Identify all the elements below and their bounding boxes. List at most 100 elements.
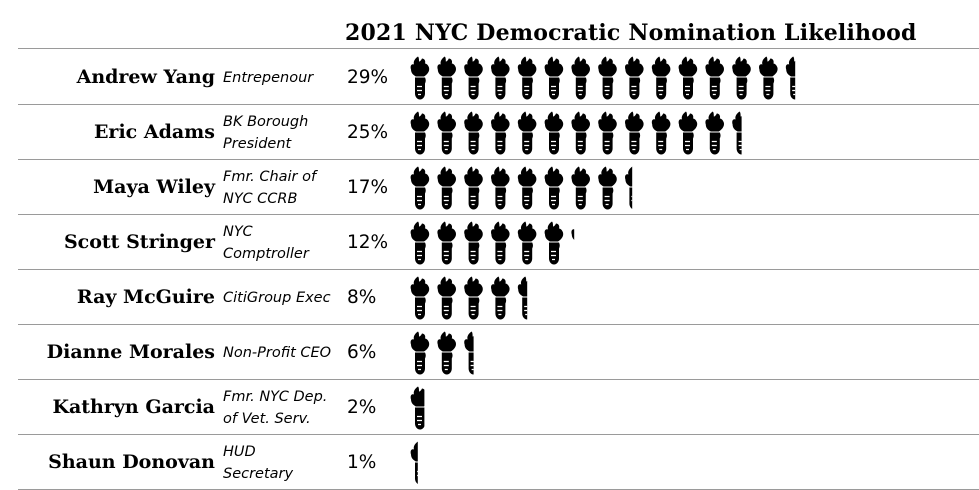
candidate-role-line: President [223,135,292,152]
candidate-row: Shaun Donovan HUD Secretary 1% [0,435,979,490]
candidate-role: NYC Comptroller [223,215,341,270]
raised-fist-icon [517,221,537,265]
candidate-name: Eric Adams [93,121,215,143]
row-divider [18,434,979,435]
row-divider [18,379,979,380]
candidate-role-line: Fmr. NYC Dep. [223,388,328,405]
raised-fist-icon [544,221,564,265]
row-divider [18,159,979,160]
raised-fist-icon [651,56,671,100]
candidate-name: Dianne Morales [46,341,215,363]
raised-fist-icon [464,331,474,375]
raised-fist-icon [571,56,590,100]
raised-fist-icon [437,276,456,320]
raised-fist-icon [625,56,644,100]
candidate-role-line: of Vet. Serv. [223,410,311,427]
icon-bar [410,441,418,484]
raised-fist-icon [464,276,483,320]
raised-fist-icon [410,331,430,375]
raised-fist-icon [598,166,617,210]
row-divider [18,214,979,215]
candidate-row: Ray McGuire CitiGroup Exec 8% [0,270,979,325]
value-label: 6% [347,342,377,363]
raised-fist-icon [732,56,751,100]
raised-fist-icon [571,166,590,210]
value-label: 12% [347,232,389,253]
candidate-name: Scott Stringer [63,231,215,253]
icon-bar [410,166,633,210]
raised-fist-icon [625,111,644,155]
candidate-role-line: Non-Profit CEO [223,344,332,361]
icon-bar [410,111,742,155]
icon-bar [410,221,575,265]
raised-fist-icon [651,111,671,155]
icon-bar [410,386,425,430]
raised-fist-icon [410,386,425,430]
value-label: 29% [347,67,389,88]
raised-fist-icon [544,166,564,210]
row-divider [18,104,979,105]
raised-fist-icon [571,111,590,155]
candidate-role-line: HUD [223,443,256,460]
icon-bar [410,56,796,100]
candidate-row: Eric Adams BK Borough President 25% [0,105,979,160]
candidate-role: HUD Secretary [223,435,341,490]
raised-fist-icon [491,111,510,155]
raised-fist-icon [410,111,430,155]
raised-fist-icon [517,111,537,155]
candidate-name: Ray McGuire [76,286,215,308]
candidate-role: BK Borough President [223,105,341,160]
row-divider [18,324,979,325]
raised-fist-icon [464,111,483,155]
candidate-role: Entrepenour [223,50,341,105]
raised-fist-icon [598,56,617,100]
raised-fist-icon [410,221,430,265]
raised-fist-icon [571,229,575,240]
raised-fist-icon [732,111,742,155]
row-divider [18,269,979,270]
raised-fist-icon [464,221,483,265]
raised-fist-icon [598,111,617,155]
icon-bar [410,331,474,375]
raised-fist-icon [517,276,528,320]
raised-fist-icon [437,56,456,100]
value-label: 1% [347,452,377,473]
candidate-role: Fmr. Chair of NYC CCRB [223,160,341,215]
candidate-name: Maya Wiley [93,176,215,198]
candidate-name: Shaun Donovan [48,451,215,473]
value-label: 2% [347,397,377,418]
candidate-role-line: NYC CCRB [223,190,298,207]
raised-fist-icon [705,56,724,100]
candidate-role-line: BK Borough [223,113,309,130]
candidate-row: Kathryn Garcia Fmr. NYC Dep. of Vet. Serv.… [0,380,979,435]
candidate-row: Maya Wiley Fmr. Chair of NYC CCRB 17% [0,160,979,215]
raised-fist-icon [491,166,510,210]
raised-fist-icon [705,111,724,155]
value-label: 25% [347,122,389,143]
candidate-row: Andrew Yang Entrepenour 29% [0,50,979,105]
raised-fist-icon [410,276,430,320]
raised-fist-icon [544,56,564,100]
candidate-name: Kathryn Garcia [52,396,215,418]
header-rule [18,48,979,49]
candidate-role: Non-Profit CEO [223,325,341,380]
raised-fist-icon [544,111,564,155]
raised-fist-icon [678,111,698,155]
raised-fist-icon [517,166,537,210]
raised-fist-icon [785,56,796,100]
candidate-role-line: NYC [223,223,253,240]
raised-fist-icon [464,166,483,210]
raised-fist-icon [437,166,456,210]
raised-fist-icon [491,56,510,100]
candidate-role-line: Entrepenour [223,69,314,86]
chart-title: 2021 NYC Democratic Nomination Likelihoo… [345,20,917,46]
value-label: 8% [347,287,377,308]
raised-fist-icon [625,166,633,209]
raised-fist-icon [410,441,418,484]
candidate-row: Scott Stringer NYC Comptroller 12% [0,215,979,270]
raised-fist-icon [437,331,456,375]
raised-fist-icon [410,56,430,100]
candidate-role-line: CitiGroup Exec [223,289,331,306]
candidate-role: Fmr. NYC Dep. of Vet. Serv. [223,380,341,435]
